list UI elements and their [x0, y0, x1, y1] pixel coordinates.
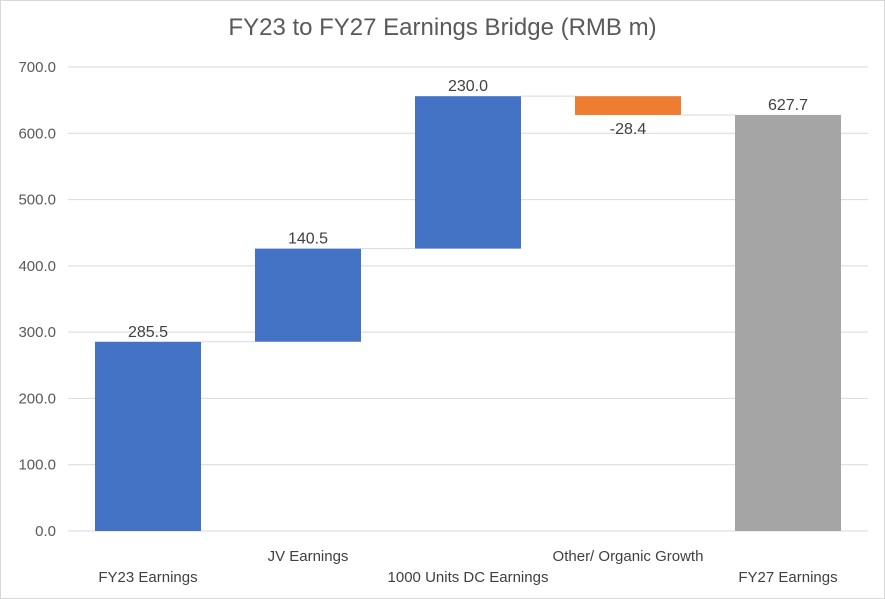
- bar-5: [735, 114, 841, 532]
- bar-3: [415, 96, 521, 249]
- y-tick-label: 500.0: [18, 192, 56, 209]
- x-category-label: FY27 Earnings: [738, 569, 837, 586]
- x-category-label: FY23 Earnings: [98, 569, 197, 586]
- y-tick-label: 0.0: [35, 523, 56, 540]
- y-tick-label: 400.0: [18, 258, 56, 275]
- y-tick-label: 300.0: [18, 324, 56, 341]
- chart-title: FY23 to FY27 Earnings Bridge (RMB m): [228, 14, 657, 41]
- x-category-label: 1000 Units DC Earnings: [388, 569, 549, 586]
- data-label: 285.5: [128, 324, 168, 341]
- x-category-label: JV Earnings: [268, 548, 349, 565]
- data-label: 230.0: [448, 78, 488, 95]
- y-tick-label: 700.0: [18, 59, 56, 76]
- data-label: 140.5: [288, 231, 328, 248]
- bar-2: [255, 248, 361, 342]
- data-label: 627.7: [768, 97, 808, 114]
- y-tick-label: 600.0: [18, 125, 56, 142]
- bar-1: [95, 341, 201, 531]
- y-tick-label: 100.0: [18, 457, 56, 474]
- x-category-label: Other/ Organic Growth: [553, 548, 704, 565]
- y-tick-label: 200.0: [18, 390, 56, 407]
- bar-4: [575, 96, 681, 115]
- data-label: -28.4: [610, 121, 647, 138]
